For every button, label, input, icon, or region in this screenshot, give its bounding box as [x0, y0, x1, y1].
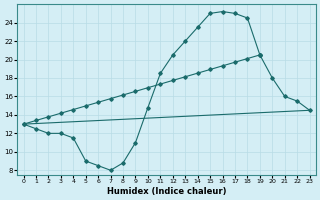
X-axis label: Humidex (Indice chaleur): Humidex (Indice chaleur)	[107, 187, 226, 196]
